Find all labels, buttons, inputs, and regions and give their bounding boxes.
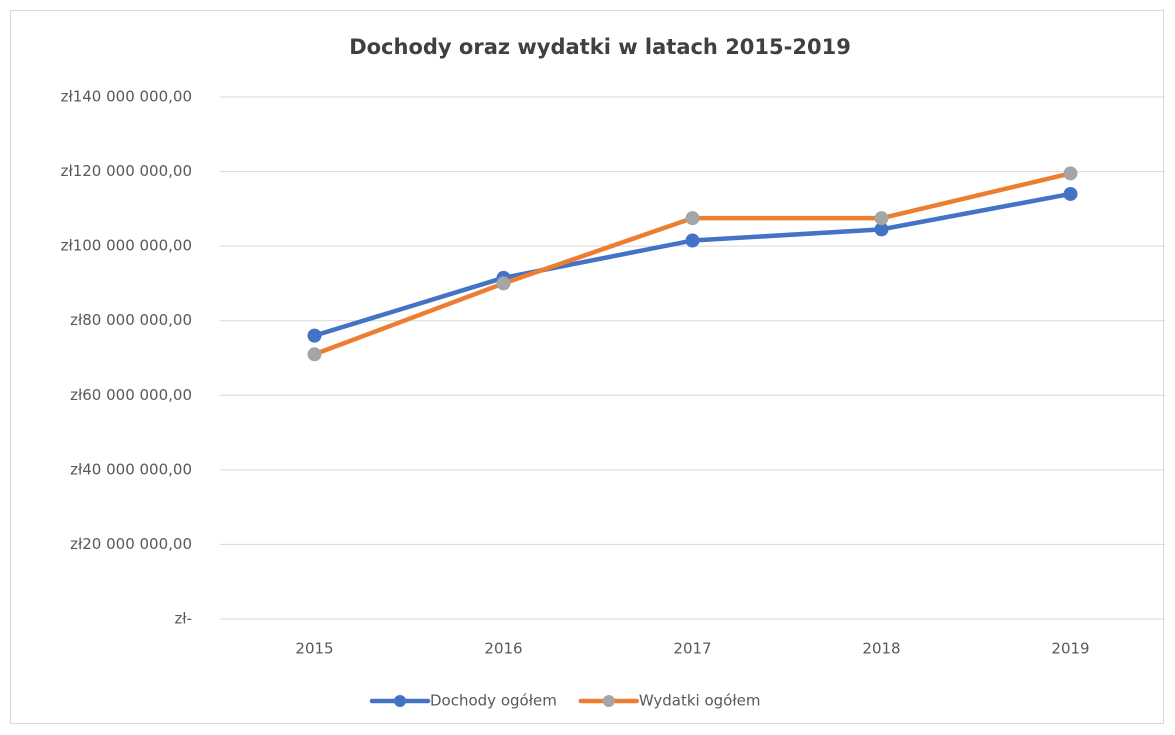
data-point [685, 233, 700, 248]
chart-title: Dochody oraz wydatki w latach 2015-2019 [349, 35, 851, 59]
legend-marker [394, 695, 406, 707]
chart-border [10, 10, 1164, 724]
legend-marker [602, 695, 615, 707]
data-point [874, 211, 889, 226]
data-point [307, 347, 322, 362]
x-tick-label: 2018 [862, 640, 900, 658]
data-point [307, 328, 322, 343]
legend-label: Dochody ogółem [430, 692, 557, 710]
y-tick-label: zł20 000 000,00 [70, 535, 192, 553]
legend-label: Wydatki ogółem [639, 692, 761, 710]
x-tick-label: 2019 [1051, 640, 1089, 658]
x-tick-label: 2015 [295, 640, 333, 658]
y-tick-label: zł140 000 000,00 [61, 88, 192, 106]
data-point [496, 276, 511, 291]
data-point [685, 211, 700, 226]
y-tick-label: zł40 000 000,00 [70, 460, 192, 478]
x-tick-label: 2017 [673, 640, 711, 658]
y-tick-label: zł80 000 000,00 [70, 311, 192, 329]
x-tick-label: 2016 [484, 640, 522, 658]
y-tick-label: zł- [174, 610, 192, 628]
y-tick-label: zł120 000 000,00 [61, 162, 192, 180]
y-tick-label: zł100 000 000,00 [61, 237, 192, 255]
data-point [1063, 166, 1078, 181]
data-point [1063, 186, 1078, 201]
y-tick-label: zł60 000 000,00 [70, 386, 192, 404]
